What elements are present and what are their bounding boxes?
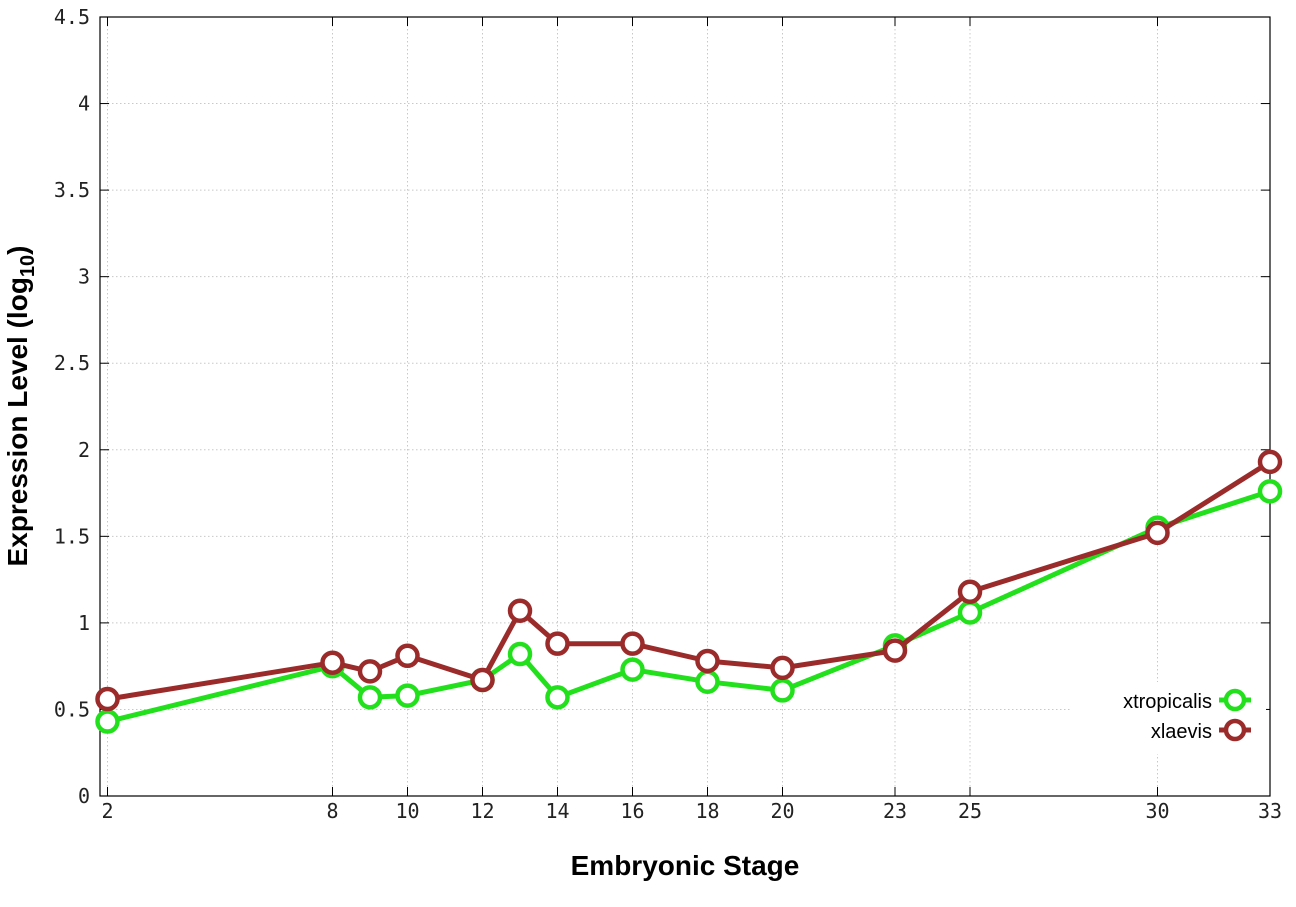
- x-tick-label: 30: [1145, 799, 1169, 823]
- legend: xtropicalis xlaevis: [1070, 682, 1266, 754]
- x-tick-label: 10: [395, 799, 419, 823]
- legend-label-xlaevis: xlaevis: [1151, 721, 1212, 743]
- y-tick-label: 4.5: [54, 5, 90, 29]
- data-point-xtropicalis: [507, 641, 533, 667]
- y-tick-label: 0: [78, 784, 90, 808]
- data-point-xtropicalis: [357, 685, 383, 710]
- data-point-xtropicalis: [957, 600, 983, 625]
- x-tick-label: 23: [883, 799, 907, 823]
- series-line-xlaevis: [107, 459, 1272, 702]
- x-tick-label: 33: [1258, 799, 1282, 823]
- y-tick-label: 3: [78, 265, 90, 289]
- data-point-xlaevis: [957, 579, 983, 604]
- x-tick-label: 12: [470, 799, 494, 823]
- data-point-xlaevis: [95, 686, 120, 712]
- data-series: [95, 449, 1283, 734]
- x-tick-label: 2: [101, 799, 113, 823]
- legend-marker-xtropicalis: [1223, 688, 1247, 712]
- data-point-xlaevis: [1257, 449, 1283, 475]
- data-point-xtropicalis: [545, 685, 570, 710]
- data-point-xlaevis: [470, 667, 495, 693]
- x-tick-label: 25: [958, 799, 982, 823]
- y-tick-label: 0.5: [54, 697, 90, 721]
- data-point-xlaevis: [395, 643, 420, 669]
- plot-frame: [99, 16, 1271, 797]
- legend-label-xtropicalis: xtropicalis: [1123, 691, 1212, 713]
- y-tick-label: 1: [78, 611, 90, 635]
- data-point-xtropicalis: [95, 709, 120, 734]
- x-axis-title: Embryonic Stage: [571, 850, 800, 881]
- x-tick-label: 14: [545, 799, 569, 823]
- data-point-xtropicalis: [1257, 479, 1283, 504]
- legend-marker-xlaevis: [1223, 718, 1247, 742]
- y-tick-label: 4: [78, 92, 90, 116]
- x-tick-label: 8: [326, 799, 338, 823]
- data-point-xlaevis: [882, 638, 908, 663]
- x-tick-label: 20: [770, 799, 794, 823]
- data-point-xlaevis: [507, 598, 533, 624]
- data-point-xlaevis: [1145, 520, 1170, 546]
- y-axis-title-main: Expression Level (log: [2, 277, 33, 566]
- y-tick-label: 1.5: [54, 524, 90, 548]
- y-tick-label: 2: [78, 438, 90, 462]
- data-point-xlaevis: [545, 631, 570, 656]
- data-point-xlaevis: [620, 631, 645, 656]
- y-tick-label: 2.5: [54, 351, 90, 375]
- y-axis-title-close: ): [2, 246, 33, 255]
- data-point-xlaevis: [695, 648, 720, 674]
- data-point-xlaevis: [357, 659, 383, 684]
- data-point-xtropicalis: [770, 678, 795, 703]
- data-point-xtropicalis: [395, 683, 420, 708]
- data-point-xtropicalis: [620, 657, 645, 682]
- data-point-xlaevis: [770, 655, 795, 681]
- x-tick-label: 16: [620, 799, 644, 823]
- y-axis-title: Expression Level (log10): [2, 246, 39, 567]
- axis-ticks: 0 0.5 1 1.5 2 2.5 3 3.5 4 4.5 2 8 10 12 14 16 18 20 23 25 30…: [54, 5, 1282, 823]
- data-point-xlaevis: [320, 650, 345, 675]
- y-tick-label: 3.5: [54, 178, 90, 202]
- y-axis-title-subscript: 10: [17, 255, 39, 277]
- series-xlaevis: [95, 449, 1283, 712]
- data-point-xtropicalis: [695, 669, 720, 694]
- x-tick-label: 18: [695, 799, 719, 823]
